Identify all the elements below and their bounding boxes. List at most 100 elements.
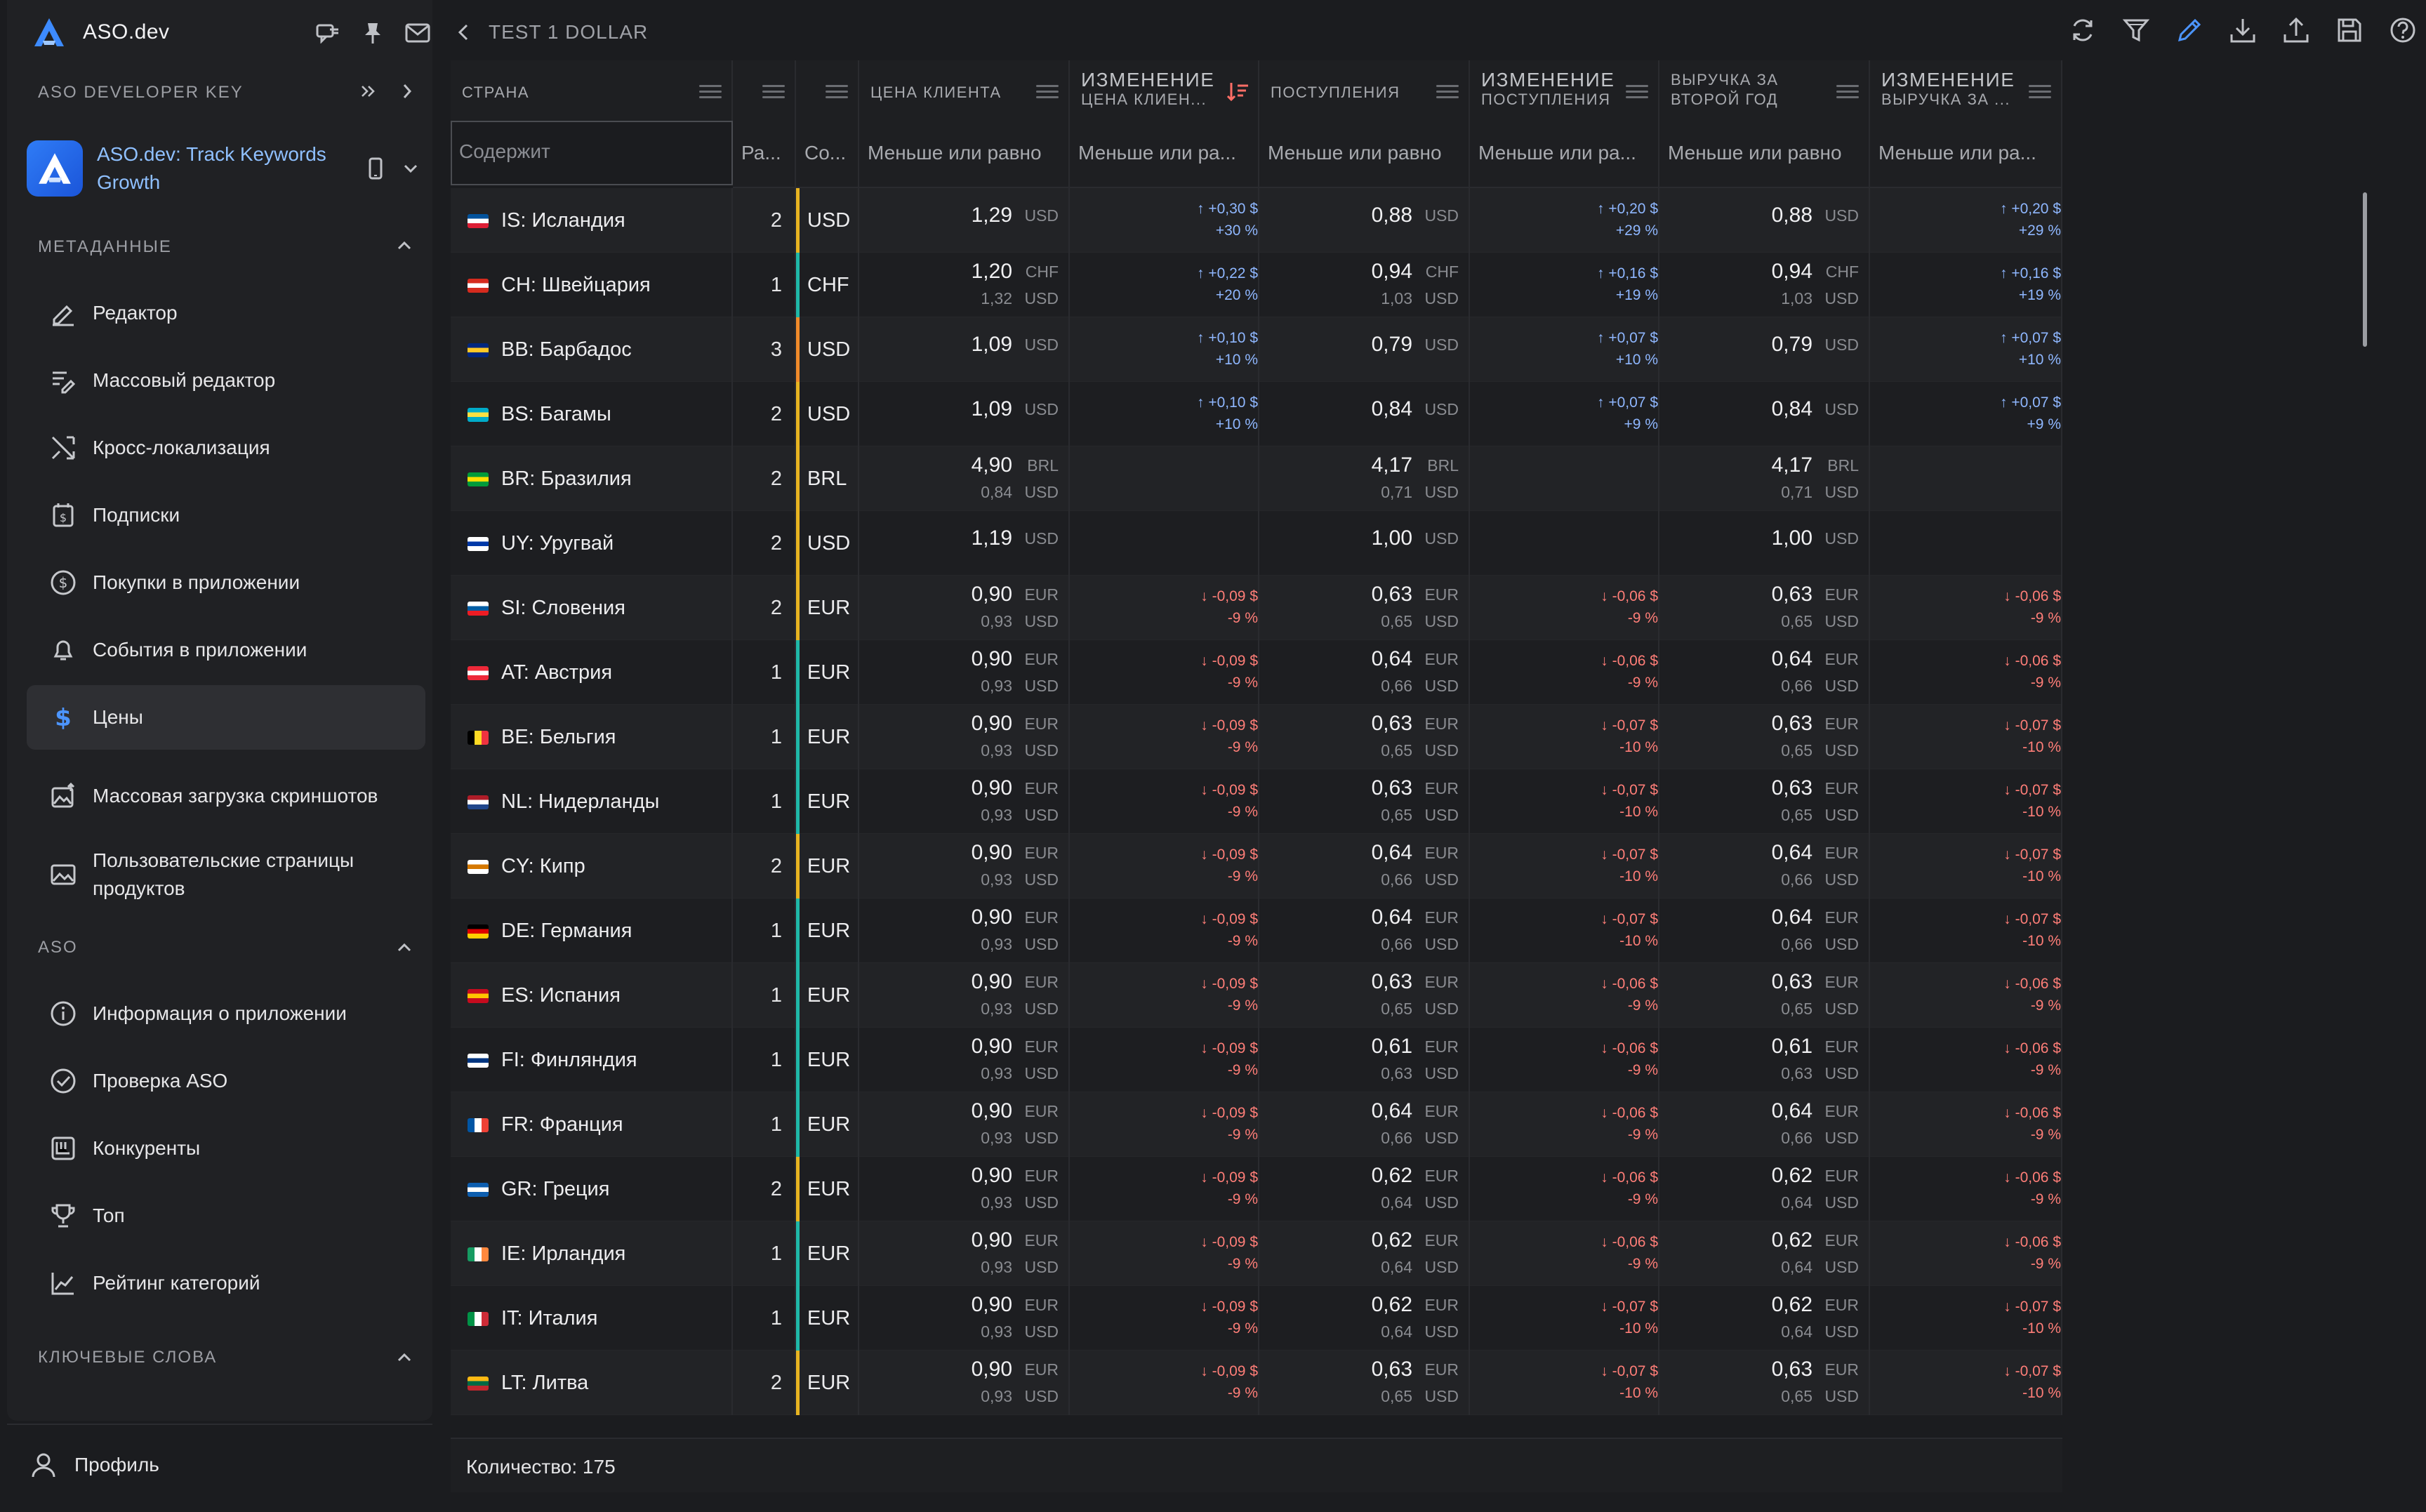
cell-rank[interactable]: 2 bbox=[733, 382, 796, 446]
cell-price-change[interactable]: ↓ -0,09 $ -9 % bbox=[1070, 898, 1259, 963]
col-header-rank[interactable] bbox=[733, 60, 796, 124]
cell-proceeds-y2[interactable]: 0,62 EUR 0,64 USD bbox=[1659, 1286, 1870, 1351]
cell-proceeds-y2-change[interactable]: ↓ -0,06 $ -9 % bbox=[1870, 1092, 2062, 1157]
cell-proceeds-y2[interactable]: 0,62 EUR 0,64 USD bbox=[1659, 1221, 1870, 1286]
cell-proceeds-y2-change[interactable]: ↑ +0,07 $ +9 % bbox=[1870, 382, 2062, 446]
table-row[interactable]: DE: Германия 1 EUR 0,90 EUR 0,93 USD ↓ -0,09 $ -… bbox=[451, 898, 2062, 963]
cell-proceeds-y2[interactable]: 0,79 USD bbox=[1659, 317, 1870, 382]
column-menu-icon[interactable] bbox=[826, 81, 848, 102]
cell-rank[interactable]: 2 bbox=[733, 446, 796, 511]
cell-price[interactable]: 0,90 EUR 0,93 USD bbox=[859, 640, 1070, 705]
cell-country[interactable]: ES: Испания bbox=[451, 963, 733, 1028]
cell-price-change[interactable]: ↑ +0,10 $ +10 % bbox=[1070, 317, 1259, 382]
filter-proceeds-y2[interactable]: Меньше или равно bbox=[1659, 124, 1870, 188]
cell-price-change[interactable]: ↑ +0,10 $ +10 % bbox=[1070, 382, 1259, 446]
cell-proceeds-y2-change[interactable] bbox=[1870, 511, 2062, 576]
cell-proceeds-y2-change[interactable]: ↑ +0,16 $ +19 % bbox=[1870, 253, 2062, 317]
cell-price-change[interactable]: ↓ -0,09 $ -9 % bbox=[1070, 1351, 1259, 1415]
cell-proceeds-change[interactable]: ↓ -0,06 $ -9 % bbox=[1470, 576, 1659, 640]
sidebar-item-in-app-events[interactable]: События в приложении bbox=[27, 618, 425, 682]
cell-proceeds-y2-change[interactable]: ↓ -0,07 $ -10 % bbox=[1870, 1286, 2062, 1351]
cell-proceeds-y2[interactable]: 0,63 EUR 0,65 USD bbox=[1659, 1351, 1870, 1415]
cell-proceeds-y2-change[interactable]: ↓ -0,06 $ -9 % bbox=[1870, 576, 2062, 640]
cell-proceeds-y2[interactable]: 0,63 EUR 0,65 USD bbox=[1659, 705, 1870, 769]
cell-proceeds-change[interactable]: ↓ -0,07 $ -10 % bbox=[1470, 1286, 1659, 1351]
cell-country[interactable]: AT: Австрия bbox=[451, 640, 733, 705]
cell-proceeds-y2-change[interactable]: ↓ -0,06 $ -9 % bbox=[1870, 1221, 2062, 1286]
table-row[interactable]: BS: Багамы 2 USD 1,09 USD ↑ +0,10 $ +10 % 0,84 U… bbox=[451, 382, 2062, 446]
table-row[interactable]: IT: Италия 1 EUR 0,90 EUR 0,93 USD ↓ -0,09 $ -9 … bbox=[451, 1286, 2062, 1351]
cell-proceeds-change[interactable]: ↓ -0,06 $ -9 % bbox=[1470, 640, 1659, 705]
cell-proceeds-y2[interactable]: 0,64 EUR 0,66 USD bbox=[1659, 640, 1870, 705]
cell-price-change[interactable]: ↓ -0,09 $ -9 % bbox=[1070, 576, 1259, 640]
cell-rank[interactable]: 2 bbox=[733, 1351, 796, 1415]
cell-price[interactable]: 0,90 EUR 0,93 USD bbox=[859, 1028, 1070, 1092]
cell-country[interactable]: BE: Бельгия bbox=[451, 705, 733, 769]
cell-currency[interactable]: EUR bbox=[796, 1092, 859, 1157]
cell-price[interactable]: 1,29 USD bbox=[859, 188, 1070, 253]
download-icon[interactable] bbox=[2227, 14, 2259, 46]
cell-proceeds[interactable]: 0,61 EUR 0,63 USD bbox=[1259, 1028, 1470, 1092]
cell-proceeds-y2[interactable]: 0,61 EUR 0,63 USD bbox=[1659, 1028, 1870, 1092]
table-row[interactable]: AT: Австрия 1 EUR 0,90 EUR 0,93 USD ↓ -0,09 $ -9… bbox=[451, 640, 2062, 705]
sidebar-item-prices[interactable]: $ Цены bbox=[27, 685, 425, 750]
cell-proceeds-y2[interactable]: 0,63 EUR 0,65 USD bbox=[1659, 576, 1870, 640]
sidebar-item-profile[interactable]: Профиль bbox=[7, 1424, 432, 1505]
mail-icon[interactable] bbox=[404, 20, 431, 46]
cell-proceeds-change[interactable]: ↓ -0,06 $ -9 % bbox=[1470, 1221, 1659, 1286]
aso-logo-icon[interactable] bbox=[31, 14, 67, 51]
pin-icon[interactable] bbox=[359, 20, 386, 46]
cell-currency[interactable]: EUR bbox=[796, 1286, 859, 1351]
cell-price[interactable]: 1,09 USD bbox=[859, 382, 1070, 446]
cell-price[interactable]: 1,20 CHF 1,32 USD bbox=[859, 253, 1070, 317]
sidebar-item-app-info[interactable]: Информация о приложении bbox=[27, 981, 425, 1046]
cell-proceeds[interactable]: 0,62 EUR 0,64 USD bbox=[1259, 1221, 1470, 1286]
table-row[interactable]: BR: Бразилия 2 BRL 4,90 BRL 0,84 USD 4,17 BRL 0,7… bbox=[451, 446, 2062, 511]
cell-price-change[interactable]: ↓ -0,09 $ -9 % bbox=[1070, 1092, 1259, 1157]
cell-price-change[interactable]: ↑ +0,22 $ +20 % bbox=[1070, 253, 1259, 317]
col-header-proceeds-y2-change[interactable]: ИЗМЕНЕНИЕ ВЫРУЧКА ЗА ... bbox=[1870, 60, 2062, 124]
table-row[interactable]: BB: Барбадос 3 USD 1,09 USD ↑ +0,10 $ +10 % 0,7… bbox=[451, 317, 2062, 382]
cell-price-change[interactable]: ↓ -0,09 $ -9 % bbox=[1070, 1157, 1259, 1221]
cell-price[interactable]: 0,90 EUR 0,93 USD bbox=[859, 1092, 1070, 1157]
cell-proceeds-change[interactable]: ↑ +0,07 $ +10 % bbox=[1470, 317, 1659, 382]
cell-proceeds[interactable]: 0,63 EUR 0,65 USD bbox=[1259, 705, 1470, 769]
sidebar-item-bulk-screenshots[interactable]: Массовая загрузка скриншотов bbox=[27, 761, 425, 831]
col-header-currency[interactable] bbox=[796, 60, 859, 124]
cell-rank[interactable]: 1 bbox=[733, 640, 796, 705]
table-row[interactable]: GR: Греция 2 EUR 0,90 EUR 0,93 USD ↓ -0,09 $ -9 … bbox=[451, 1157, 2062, 1221]
chevron-right-icon[interactable] bbox=[395, 79, 420, 104]
cell-proceeds[interactable]: 0,94 CHF 1,03 USD bbox=[1259, 253, 1470, 317]
cell-price-change[interactable]: ↓ -0,09 $ -9 % bbox=[1070, 963, 1259, 1028]
chevron-up-icon[interactable] bbox=[392, 935, 417, 960]
cell-currency[interactable]: EUR bbox=[796, 1157, 859, 1221]
cell-country[interactable]: IT: Италия bbox=[451, 1286, 733, 1351]
cell-country[interactable]: IE: Ирландия bbox=[451, 1221, 733, 1286]
chevron-down-icon[interactable] bbox=[400, 158, 421, 179]
cell-proceeds-y2[interactable]: 4,17 BRL 0,71 USD bbox=[1659, 446, 1870, 511]
cell-country[interactable]: CH: Швейцария bbox=[451, 253, 733, 317]
cell-proceeds-y2[interactable]: 0,63 EUR 0,65 USD bbox=[1659, 963, 1870, 1028]
cell-currency[interactable]: EUR bbox=[796, 640, 859, 705]
cell-proceeds-y2[interactable]: 0,64 EUR 0,66 USD bbox=[1659, 898, 1870, 963]
cell-proceeds[interactable]: 0,88 USD bbox=[1259, 188, 1470, 253]
help-icon[interactable] bbox=[2387, 14, 2419, 46]
cell-proceeds[interactable]: 0,64 EUR 0,66 USD bbox=[1259, 834, 1470, 898]
cell-price-change[interactable]: ↓ -0,09 $ -9 % bbox=[1070, 1028, 1259, 1092]
cell-price[interactable]: 0,90 EUR 0,93 USD bbox=[859, 834, 1070, 898]
column-menu-icon[interactable] bbox=[699, 81, 722, 102]
cell-rank[interactable]: 1 bbox=[733, 898, 796, 963]
cell-proceeds-y2-change[interactable]: ↓ -0,07 $ -10 % bbox=[1870, 834, 2062, 898]
cell-proceeds[interactable]: 0,63 EUR 0,65 USD bbox=[1259, 769, 1470, 834]
cell-proceeds-y2-change[interactable]: ↓ -0,06 $ -9 % bbox=[1870, 640, 2062, 705]
cell-proceeds-y2-change[interactable]: ↓ -0,07 $ -10 % bbox=[1870, 898, 2062, 963]
chevron-up-icon[interactable] bbox=[392, 1345, 417, 1370]
cell-price-change[interactable] bbox=[1070, 446, 1259, 511]
cell-proceeds-y2-change[interactable]: ↓ -0,07 $ -10 % bbox=[1870, 769, 2062, 834]
cell-rank[interactable]: 1 bbox=[733, 769, 796, 834]
cell-currency[interactable]: EUR bbox=[796, 1028, 859, 1092]
column-menu-icon[interactable] bbox=[1036, 81, 1059, 102]
cell-proceeds-y2[interactable]: 0,64 EUR 0,66 USD bbox=[1659, 1092, 1870, 1157]
table-row[interactable]: ES: Испания 1 EUR 0,90 EUR 0,93 USD ↓ -0,09 $ -9… bbox=[451, 963, 2062, 1028]
cell-proceeds-y2[interactable]: 1,00 USD bbox=[1659, 511, 1870, 576]
